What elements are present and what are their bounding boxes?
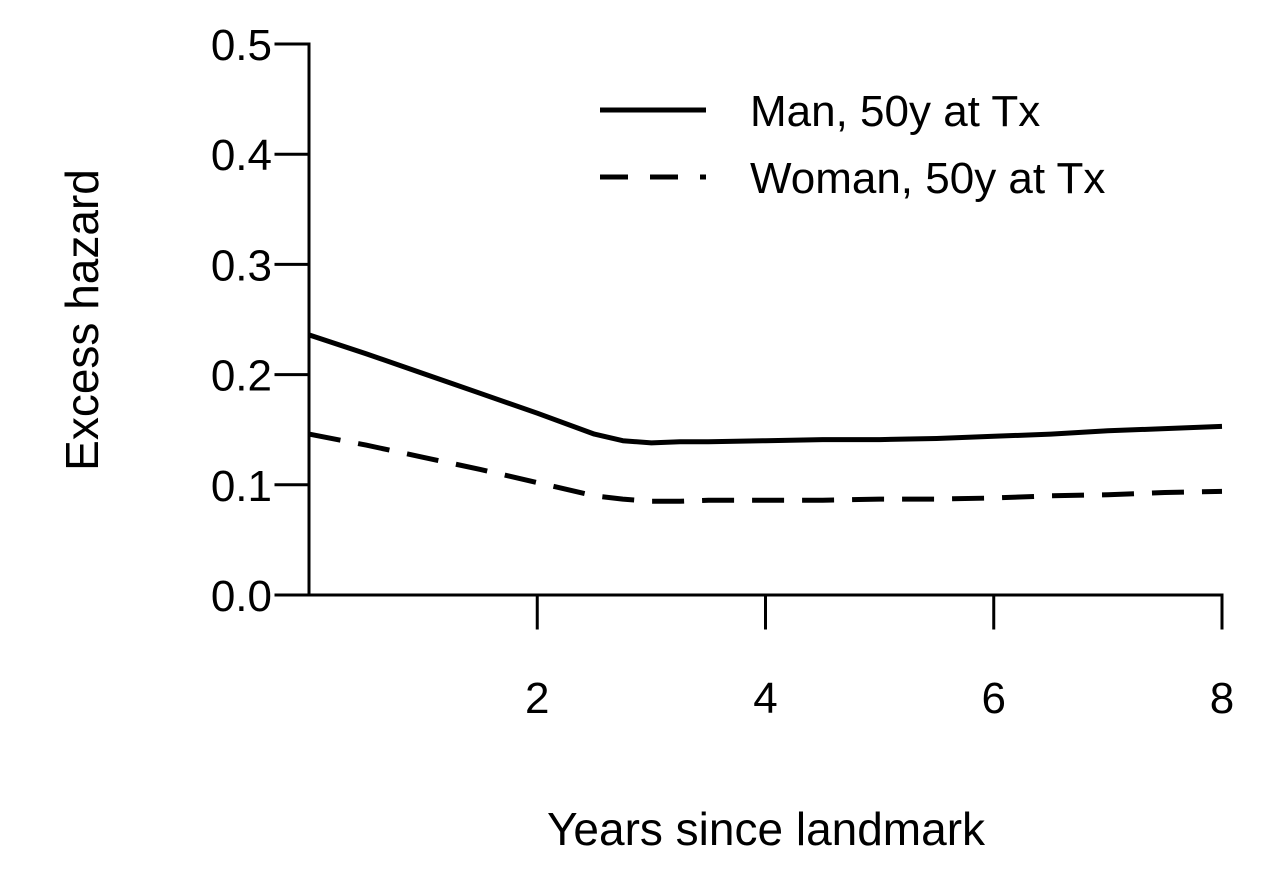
y-tick-label: 0.2 <box>211 352 272 401</box>
series-line-woman <box>308 431 1223 504</box>
y-tick-label: 0.3 <box>211 241 272 290</box>
y-tick-label: 0.4 <box>211 131 272 180</box>
y-tick-label: 0.0 <box>211 572 272 621</box>
x-tick-label: 6 <box>982 674 1006 723</box>
x-tick-label: 8 <box>1210 674 1234 723</box>
legend-label-woman: Woman, 50y at Tx <box>750 154 1105 203</box>
y-tick-label: 0.1 <box>211 462 272 511</box>
legend-label-man: Man, 50y at Tx <box>750 87 1040 136</box>
series-line-man <box>308 332 1223 446</box>
x-tick-label: 2 <box>525 674 549 723</box>
series-layer <box>308 332 1223 504</box>
legend: Man, 50y at Tx Woman, 50y at Tx <box>600 87 1105 203</box>
axes: 0.0 0.1 0.2 0.3 0.4 0.5 2 4 6 8 <box>211 21 1234 723</box>
y-axis-title: Excess hazard <box>56 169 108 471</box>
x-axis-title: Years since landmark <box>547 803 986 855</box>
y-tick-label: 0.5 <box>211 21 272 70</box>
x-tick-label: 4 <box>753 674 777 723</box>
